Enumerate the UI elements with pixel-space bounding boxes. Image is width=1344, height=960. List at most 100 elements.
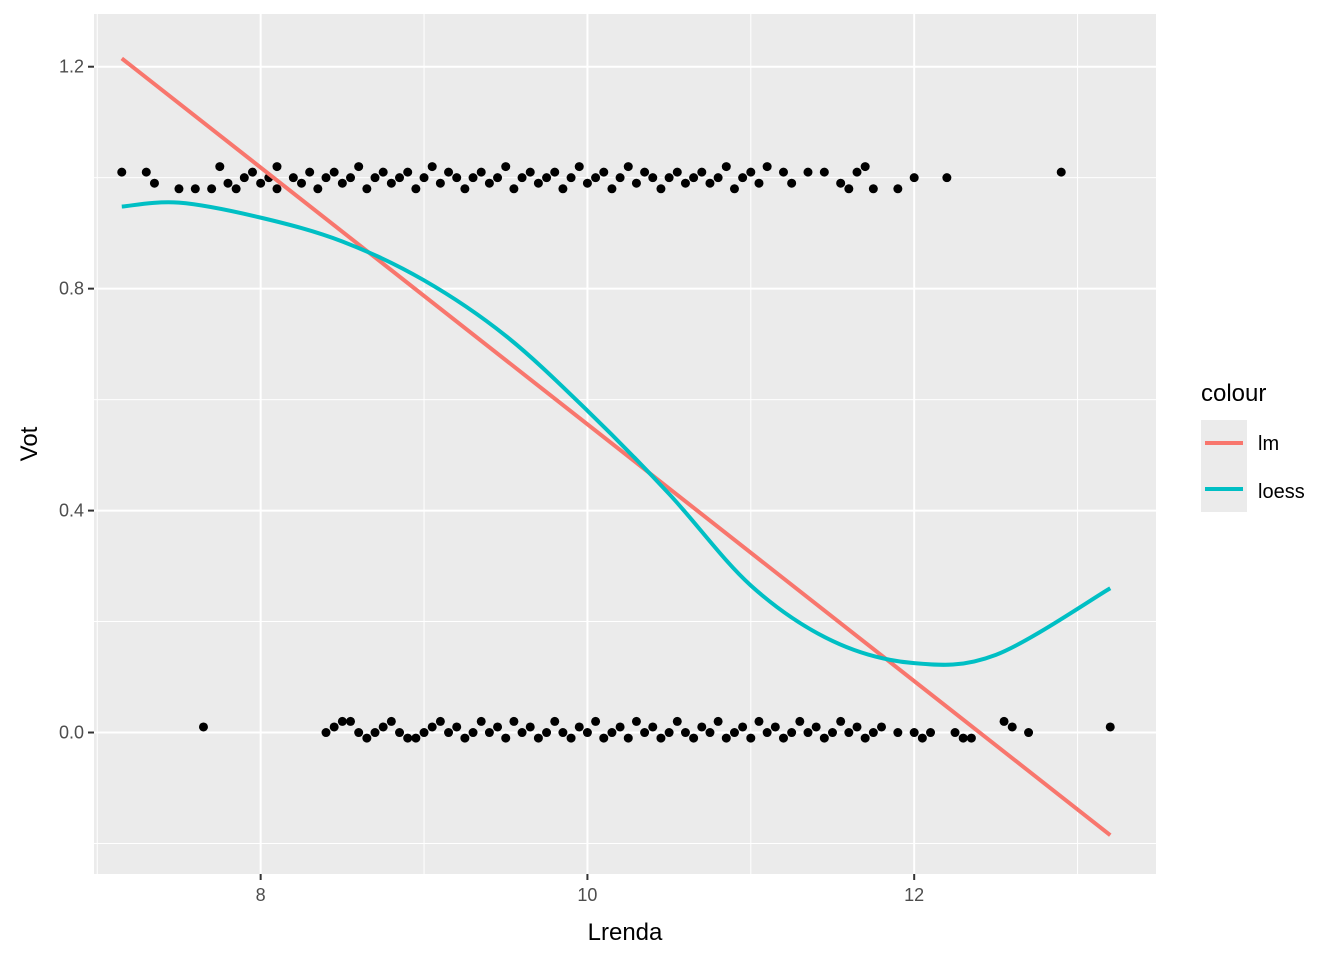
data-point-85 bbox=[942, 173, 952, 183]
data-point-72 bbox=[754, 178, 764, 188]
data-point-140 bbox=[746, 733, 756, 743]
data-point-10 bbox=[247, 167, 257, 177]
data-point-63 bbox=[680, 178, 690, 188]
data-point-59 bbox=[648, 173, 658, 183]
data-point-7 bbox=[223, 178, 233, 188]
data-point-36 bbox=[460, 184, 470, 194]
data-point-80 bbox=[852, 167, 862, 177]
data-point-70 bbox=[738, 173, 748, 183]
data-point-60 bbox=[656, 184, 666, 194]
data-point-96 bbox=[386, 716, 396, 726]
data-point-162 bbox=[958, 733, 968, 743]
data-point-126 bbox=[631, 716, 641, 726]
data-point-28 bbox=[395, 173, 405, 183]
data-point-8 bbox=[231, 184, 241, 194]
data-point-121 bbox=[591, 716, 601, 726]
data-point-150 bbox=[827, 728, 837, 738]
data-point-2 bbox=[149, 178, 159, 188]
data-point-151 bbox=[836, 716, 846, 726]
data-point-149 bbox=[819, 733, 829, 743]
data-point-32 bbox=[427, 162, 437, 172]
data-point-45 bbox=[533, 178, 543, 188]
data-point-128 bbox=[648, 722, 658, 732]
data-point-48 bbox=[558, 184, 568, 194]
data-point-141 bbox=[754, 716, 764, 726]
data-point-82 bbox=[868, 184, 878, 194]
data-point-43 bbox=[517, 173, 527, 183]
x-tick-label-1: 10 bbox=[577, 885, 597, 905]
data-point-34 bbox=[444, 167, 454, 177]
data-point-78 bbox=[836, 178, 846, 188]
x-axis: 8 10 12 bbox=[256, 874, 924, 905]
data-point-81 bbox=[860, 162, 870, 172]
data-point-20 bbox=[329, 167, 339, 177]
data-point-145 bbox=[787, 728, 797, 738]
data-point-163 bbox=[966, 733, 976, 743]
data-point-75 bbox=[787, 178, 797, 188]
data-point-157 bbox=[893, 728, 903, 738]
data-point-146 bbox=[795, 716, 805, 726]
data-point-154 bbox=[860, 733, 870, 743]
y-tick-label-2: 0.8 bbox=[59, 279, 84, 299]
data-point-138 bbox=[729, 728, 739, 738]
legend-label-loess: loess bbox=[1258, 481, 1305, 503]
data-point-123 bbox=[607, 728, 617, 738]
fit-lines bbox=[120, 56, 1112, 837]
data-point-26 bbox=[378, 167, 388, 177]
data-point-83 bbox=[893, 184, 903, 194]
data-point-52 bbox=[591, 173, 601, 183]
data-point-35 bbox=[452, 173, 462, 183]
data-point-158 bbox=[909, 728, 919, 738]
series-line-lm bbox=[120, 56, 1112, 837]
y-axis: 0.0 0.4 0.8 1.2 bbox=[59, 57, 94, 743]
data-point-79 bbox=[844, 184, 854, 194]
data-point-104 bbox=[452, 722, 462, 732]
data-point-99 bbox=[411, 733, 421, 743]
data-point-88 bbox=[321, 728, 331, 738]
data-point-155 bbox=[868, 728, 878, 738]
data-point-117 bbox=[558, 728, 568, 738]
data-point-73 bbox=[762, 162, 772, 172]
data-point-30 bbox=[411, 184, 421, 194]
data-point-98 bbox=[403, 733, 413, 743]
data-point-147 bbox=[803, 728, 813, 738]
data-point-131 bbox=[672, 716, 682, 726]
data-point-21 bbox=[337, 178, 347, 188]
data-point-91 bbox=[346, 716, 356, 726]
data-point-142 bbox=[762, 728, 772, 738]
data-point-56 bbox=[623, 162, 633, 172]
data-point-125 bbox=[623, 733, 633, 743]
data-point-41 bbox=[501, 162, 511, 172]
data-point-40 bbox=[493, 173, 503, 183]
data-point-17 bbox=[305, 167, 315, 177]
data-point-107 bbox=[476, 716, 486, 726]
x-tick-label-0: 8 bbox=[256, 885, 266, 905]
data-point-13 bbox=[272, 162, 282, 172]
data-point-165 bbox=[1007, 722, 1017, 732]
data-point-116 bbox=[550, 716, 560, 726]
data-point-74 bbox=[778, 167, 788, 177]
data-point-9 bbox=[239, 173, 249, 183]
data-point-18 bbox=[313, 184, 323, 194]
data-point-148 bbox=[811, 722, 821, 732]
data-point-144 bbox=[778, 733, 788, 743]
data-point-137 bbox=[721, 733, 731, 743]
data-point-92 bbox=[354, 728, 364, 738]
data-point-68 bbox=[721, 162, 731, 172]
data-point-153 bbox=[852, 722, 862, 732]
data-point-122 bbox=[599, 733, 609, 743]
data-point-77 bbox=[819, 167, 829, 177]
data-point-33 bbox=[435, 178, 445, 188]
data-point-11 bbox=[256, 178, 266, 188]
data-point-100 bbox=[419, 728, 429, 738]
data-point-19 bbox=[321, 173, 331, 183]
data-point-95 bbox=[378, 722, 388, 732]
data-point-61 bbox=[664, 173, 674, 183]
data-point-3 bbox=[174, 184, 184, 194]
data-point-119 bbox=[574, 722, 584, 732]
data-point-124 bbox=[615, 722, 625, 732]
series-line-loess bbox=[121, 200, 1112, 667]
data-point-46 bbox=[542, 173, 552, 183]
data-point-84 bbox=[909, 173, 919, 183]
scatter-points bbox=[117, 162, 1115, 743]
